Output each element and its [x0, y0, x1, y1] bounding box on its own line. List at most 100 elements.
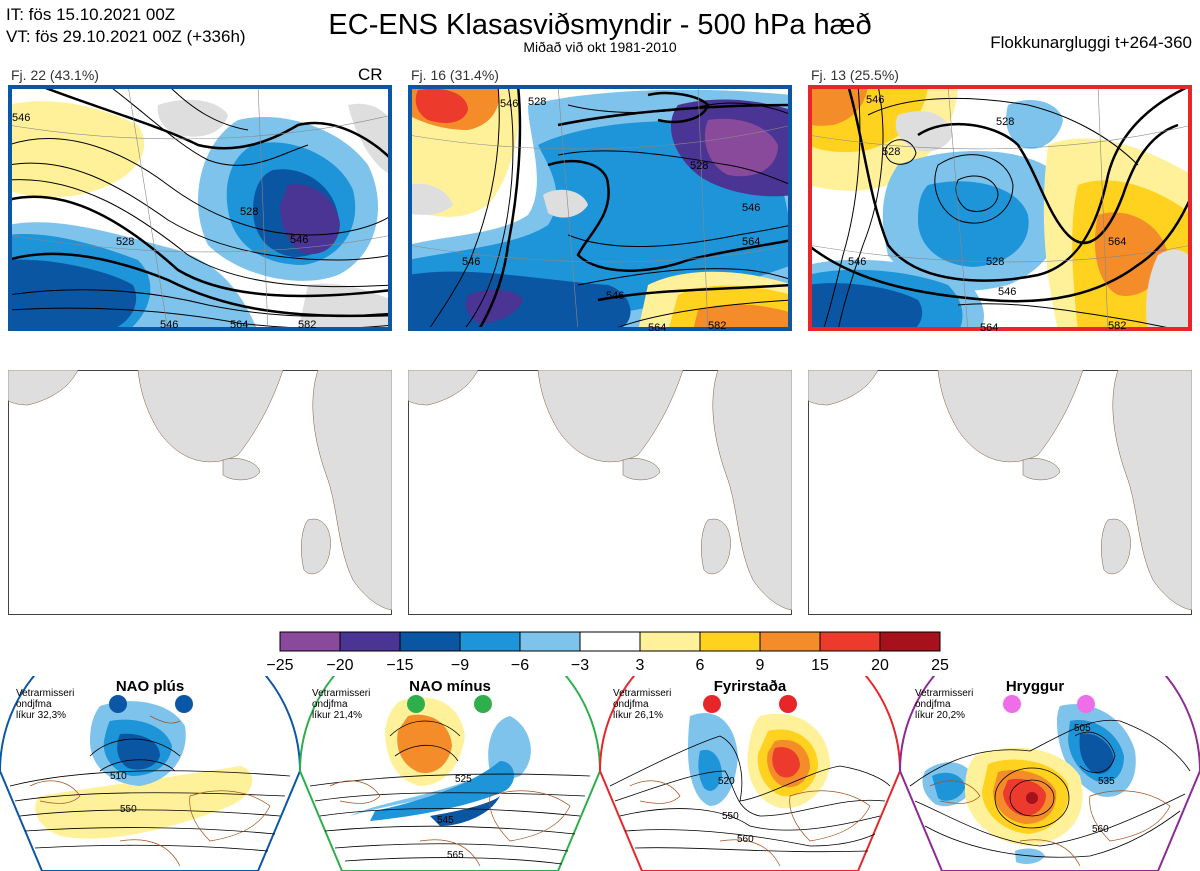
regime-blocking-dot	[703, 695, 721, 713]
colorbar-swatch	[819, 631, 881, 652]
colorbar-tick-label: −6	[511, 657, 529, 674]
cluster-3-contour-label: 546	[998, 286, 1016, 298]
regime-contour-label: 535	[1098, 776, 1115, 787]
page-title: EC-ENS Klasasviðsmyndir - 500 hPa hæð	[328, 9, 872, 41]
colorbar-tick-label: 6	[696, 657, 705, 674]
regime-blocking-note: Vetrarmisseri	[613, 688, 671, 699]
colorbar-tick-label: −25	[266, 657, 293, 674]
classification-window: Flokkunargluggi t+264-360	[990, 33, 1192, 52]
cluster-1-frame	[8, 85, 392, 331]
cluster-1-map: 546 528 528 546 546 564 582	[8, 85, 392, 331]
regime-contour-label: 550	[722, 811, 739, 822]
anomaly-colorbar: −25 −20 −15 −9 −6 −3 3 6 9 15 20 25	[266, 631, 949, 674]
regime-nao-plus-dot	[109, 695, 127, 713]
base-map-2	[408, 370, 792, 615]
cluster-1-contour-label: 582	[298, 319, 316, 331]
regime-nao-minus-dot	[407, 695, 425, 713]
colorbar-tick-label: 9	[756, 657, 765, 674]
regime-nao-minus-dot	[474, 695, 492, 713]
regime-ridge-dot	[1077, 695, 1095, 713]
colorbar-tick-label: −9	[451, 657, 469, 674]
cluster-2-map: 546 546 528 528 546 564 546 564 582	[408, 85, 792, 331]
regime-nao-minus: NAO mínus Vetrarmisseri ondjfma líkur 21…	[298, 676, 602, 871]
cluster-2-frame	[408, 85, 792, 331]
cluster-1-contour-label: 528	[240, 206, 258, 218]
run-info: IT: fös 15.10.2021 00Z VT: fös 29.10.202…	[6, 4, 246, 48]
regime-contour-label: 545	[437, 815, 454, 826]
cluster-2-contour-label: 546	[606, 290, 624, 302]
cluster-3-contour-label: 582	[1108, 320, 1126, 331]
cluster-2-contour-label: 546	[500, 98, 518, 110]
cluster-1-contour-label: 546	[160, 319, 178, 331]
colorbar-swatch	[279, 631, 341, 652]
regime-nao-plus-note: líkur 32,3%	[16, 710, 66, 721]
colorbar-tick-label: −15	[386, 657, 413, 674]
colorbar-swatch	[399, 631, 461, 652]
cluster-3-contour-label: 564	[1108, 236, 1126, 248]
regime-contour-label: 525	[455, 774, 472, 785]
regime-ridge-name: Hryggur	[1006, 678, 1065, 695]
regime-blocking-dot	[779, 695, 797, 713]
regime-blocking: Fyrirstaða Vetrarmisseri ondjfma líkur 2…	[598, 676, 902, 871]
regime-nao-plus: NAO plús Vetrarmisseri ondjfma líkur 32,…	[0, 676, 302, 871]
regime-nao-plus-note: ondjfma	[16, 699, 52, 710]
cluster-2-label: Fj. 16 (31.4%)	[411, 67, 499, 83]
colorbar-swatch	[579, 631, 641, 652]
regime-blocking-name: Fyrirstaða	[714, 678, 787, 695]
cluster-1-contour-label: 546	[12, 112, 30, 124]
colorbar-swatch	[639, 631, 701, 652]
climatology-note: Miðað við okt 1981-2010	[523, 39, 677, 55]
regime-nao-minus-note: ondjfma	[312, 699, 348, 710]
colorbar-tick-label: 20	[871, 657, 889, 674]
colorbar-tick-label: −3	[571, 657, 589, 674]
cluster-1-contour-label: 564	[230, 319, 248, 331]
colorbar-swatch	[759, 631, 821, 652]
regime-contour-label: 560	[737, 834, 754, 845]
colorbar-swatch	[699, 631, 761, 652]
colorbar-tick-label: 25	[931, 657, 949, 674]
regime-nao-plus-note: Vetrarmisseri	[16, 688, 74, 699]
base-map-3	[808, 370, 1192, 615]
colorbar-swatch	[339, 631, 401, 652]
cluster-3-label: Fj. 13 (25.5%)	[811, 67, 899, 83]
regime-nao-plus-name: NAO plús	[116, 678, 184, 695]
regimes-panel: NAO plús Vetrarmisseri ondjfma líkur 32,…	[0, 676, 1200, 871]
cluster-1-label: Fj. 22 (43.1%)	[11, 67, 99, 83]
cluster-3-contour-label: 546	[866, 94, 884, 106]
regime-blocking-note: líkur 26,1%	[613, 710, 663, 721]
regime-contour-label: 510	[110, 771, 127, 782]
regime-contour-label: 550	[120, 804, 137, 815]
cluster-3-contour-label: 564	[980, 322, 998, 331]
valid-time: VT: fös 29.10.2021 00Z (+336h)	[6, 27, 246, 46]
regime-nao-minus-note: líkur 21,4%	[312, 710, 362, 721]
initial-time: IT: fös 15.10.2021 00Z	[6, 5, 176, 24]
colorbar-swatch	[879, 631, 941, 652]
regime-ridge: Hryggur Vetrarmisseri ondjfma líkur 20,2…	[898, 676, 1200, 871]
cluster-3-contour-label: 528	[882, 146, 900, 158]
regime-contour-label: 520	[718, 776, 735, 787]
cluster-2-contour-label: 528	[528, 96, 546, 108]
regime-contour-label: 565	[447, 850, 464, 861]
cluster-1-contour-label: 546	[290, 234, 308, 246]
cluster-2-contour-label: 528	[690, 160, 708, 172]
regime-contour-label: 505	[1074, 723, 1091, 734]
regime-ridge-note: Vetrarmisseri	[915, 688, 973, 699]
cluster-3-contour-label: 528	[996, 116, 1014, 128]
cluster-3-contour-label: 528	[986, 256, 1004, 268]
cluster-3-frame	[808, 85, 1192, 331]
cluster-2-contour-label: 564	[742, 236, 760, 248]
cluster-2-contour-label: 546	[462, 256, 480, 268]
base-map-1	[8, 370, 392, 615]
regime-nao-minus-name: NAO mínus	[409, 678, 491, 695]
cluster-2-contour-label: 564	[648, 322, 666, 331]
cluster-2-contour-label: 582	[708, 320, 726, 331]
cluster-1-contour-label: 528	[116, 236, 134, 248]
cluster-3-map: 546 528 528 528 546 564 546 564 582	[808, 85, 1192, 331]
colorbar-tick-label: 3	[636, 657, 645, 674]
regime-ridge-dot	[1003, 695, 1021, 713]
regime-nao-minus-note: Vetrarmisseri	[312, 688, 370, 699]
regime-ridge-note: líkur 20,2%	[915, 710, 965, 721]
cluster-2-contour-label: 546	[742, 202, 760, 214]
regime-contour-label: 560	[1092, 824, 1109, 835]
colorbar-swatch	[519, 631, 581, 652]
